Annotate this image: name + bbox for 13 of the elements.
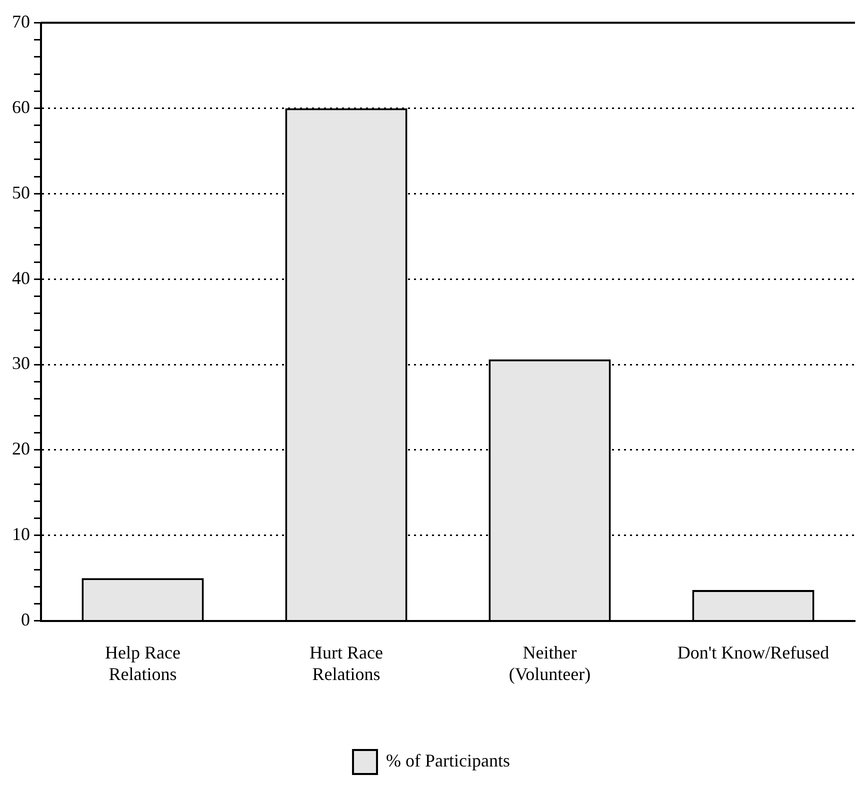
y-tick-label: 40 [12,268,30,288]
x-tick-label: Help Race Relations [105,642,180,684]
legend-label: % of Participants [386,750,510,771]
x-tick-label: Neither (Volunteer) [508,642,591,684]
x-tick-label: Don't Know/Refused [677,642,830,662]
y-tick-label: 60 [12,96,30,117]
y-tick-label: 20 [12,438,30,459]
y-tick-label: 30 [12,353,30,374]
x-tick-label: Hurt Race Relations [310,642,383,684]
y-tick-label: 50 [12,182,30,202]
y-tick-label: 70 [12,12,30,32]
y-tick-label: 0 [21,610,30,630]
y-tick-label: 10 [12,524,30,544]
